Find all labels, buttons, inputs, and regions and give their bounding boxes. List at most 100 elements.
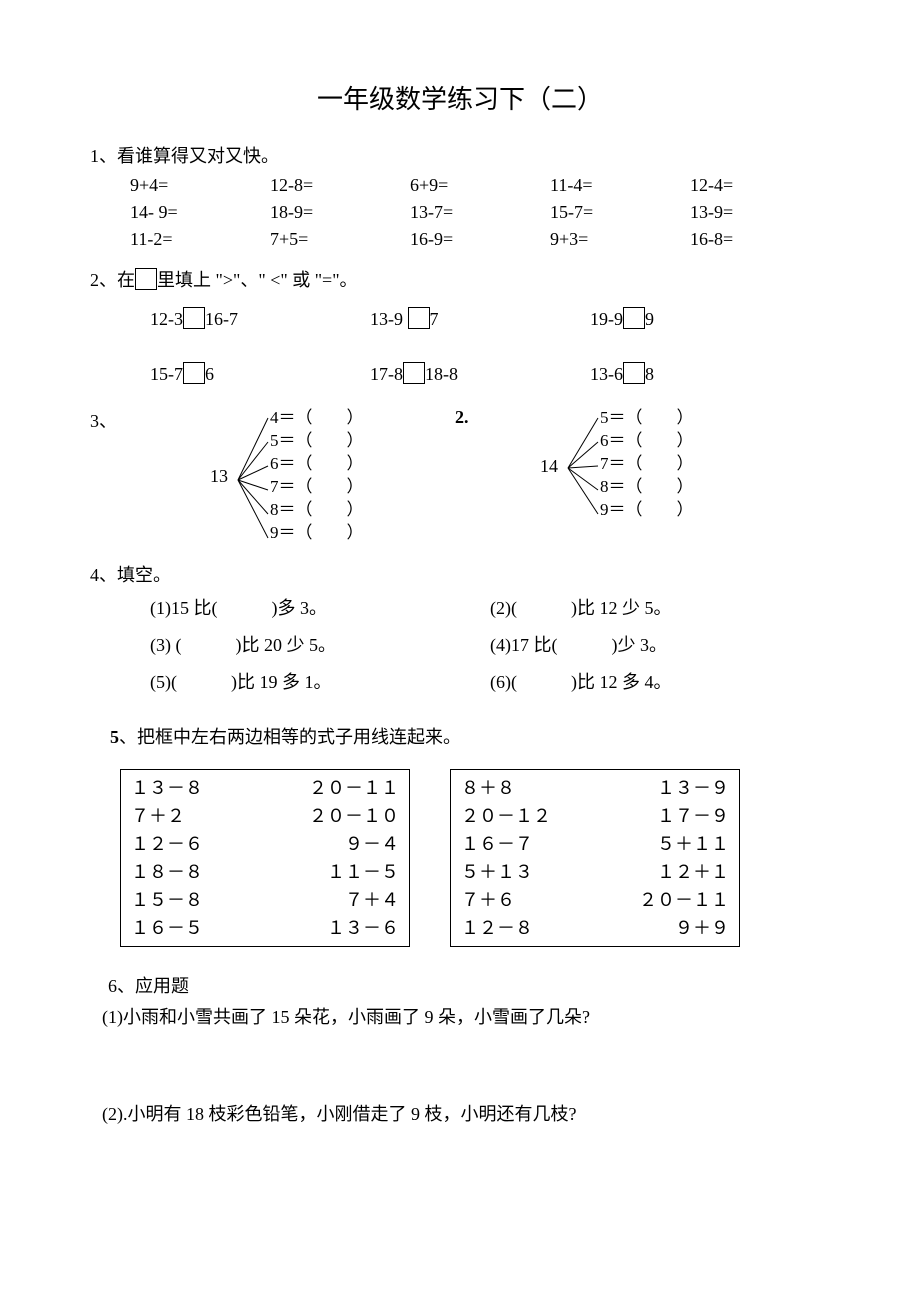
q5-row: ７＋２ ２０－１０ bbox=[131, 802, 399, 830]
q2-left: 19-9 bbox=[590, 309, 623, 329]
q2-row-0: 12-316-7 13-9 7 19-99 bbox=[150, 306, 830, 333]
q1-cell: 16-8= bbox=[690, 226, 830, 253]
q1-cell: 14- 9= bbox=[130, 199, 270, 226]
fan-row: 8＝（ ） bbox=[600, 475, 694, 498]
blank-box-icon bbox=[403, 362, 425, 384]
q5-l: １３－８ bbox=[131, 774, 203, 802]
q3-left-rows: 4＝（ ） 5＝（ ） 6＝（ ） 7＝（ ） 8＝（ ） 9＝（ ） bbox=[270, 406, 364, 544]
q2-item: 19-9 9 bbox=[590, 306, 810, 333]
q4-item: (3) ( )比 20 少 5。 bbox=[150, 632, 490, 659]
q5-row: ２０－１２１７－９ bbox=[461, 802, 729, 830]
q5-row: ８＋８１３－９ bbox=[461, 774, 729, 802]
q5-r: ９＋９ bbox=[675, 914, 729, 942]
q4-item: (4)17 比( )少 3。 bbox=[490, 632, 830, 659]
q5-row: ５＋１３ １２＋１ bbox=[461, 858, 729, 886]
q4-grid: (1)15 比( )多 3。 (2)( )比 12 少 5。 (3) ( )比 … bbox=[150, 595, 830, 696]
q1-label: 1、看谁算得又对又快。 bbox=[90, 143, 830, 170]
q4-container: 4、填空。 (1)15 比( )多 3。 (2)( )比 12 少 5。 (3)… bbox=[90, 562, 830, 696]
q5-r: ７＋４ bbox=[345, 886, 399, 914]
q2-left: 15-7 bbox=[150, 364, 183, 384]
q5-row: １５－８ ７＋４ bbox=[131, 886, 399, 914]
q5-r: １３－６ bbox=[327, 914, 399, 942]
q5-l: ５＋１３ bbox=[461, 858, 533, 886]
q6-container: 6、应用题 (1)小雨和小雪共画了 15 朵花，小雨画了 9 朵，小雪画了几朵?… bbox=[108, 973, 830, 1128]
q5-boxes: １３－８ ２０－１１ ７＋２ ２０－１０ １２－６ ９－４ １８－８１１－５ １５－８… bbox=[120, 769, 830, 947]
fan-row: 7＝（ ） bbox=[270, 475, 364, 498]
q6-problem-1: (1)小雨和小雪共画了 15 朵花，小雨画了 9 朵，小雪画了几朵? bbox=[102, 1004, 830, 1031]
q5-r: １７－９ bbox=[657, 802, 729, 830]
q5-box-2: ８＋８１３－９ ２０－１２１７－９ １６－７５＋１１ ５＋１３ １２＋１ ７＋６ ２… bbox=[450, 769, 740, 947]
q2-right: 9 bbox=[645, 309, 654, 329]
q4-item: (1)15 比( )多 3。 bbox=[150, 595, 490, 622]
q5-r: ９－４ bbox=[345, 830, 399, 858]
q1-cell: 6+9= bbox=[410, 172, 550, 199]
q1-cell: 18-9= bbox=[270, 199, 410, 226]
q5-l: １５－８ bbox=[131, 886, 203, 914]
q2-label-post: 里填上 ">"、" <" 或 "="。 bbox=[157, 270, 358, 290]
q5-r: １２＋１ bbox=[657, 858, 729, 886]
q1-cell: 12-4= bbox=[690, 172, 830, 199]
q1-cell: 13-9= bbox=[690, 199, 830, 226]
q5-l: １２－６ bbox=[131, 830, 203, 858]
blank-box-icon bbox=[623, 362, 645, 384]
q4-item: (6)( )比 12 多 4。 bbox=[490, 669, 830, 696]
q1-row-1: 14- 9= 18-9= 13-7= 15-7= 13-9= bbox=[130, 199, 830, 226]
q5-r: ２０－１１ bbox=[309, 774, 399, 802]
q5-l: １２－８ bbox=[461, 914, 533, 942]
q2-item: 15-76 bbox=[150, 361, 370, 388]
q3-left-root: 13 bbox=[210, 463, 228, 490]
q1-cell: 15-7= bbox=[550, 199, 690, 226]
q2-item: 17-8 18-8 bbox=[370, 361, 590, 388]
fan-row: 9＝（ ） bbox=[270, 521, 364, 544]
q2-right: 7 bbox=[430, 309, 439, 329]
q5-l: ７＋６ bbox=[461, 886, 515, 914]
q4-item: (2)( )比 12 少 5。 bbox=[490, 595, 830, 622]
q2-label-pre: 2、在 bbox=[90, 270, 135, 290]
fan-row: 6＝（ ） bbox=[600, 429, 694, 452]
q3-right-rows: 5＝（ ） 6＝（ ） 7＝（ ） 8＝（ ） 9＝（ ） bbox=[600, 406, 694, 521]
q1-row-0: 9+4= 12-8= 6+9= 11-4= 12-4= bbox=[130, 172, 830, 199]
fan-lines-icon bbox=[234, 410, 270, 550]
blank-box-icon bbox=[408, 307, 430, 329]
q5-row: ７＋６ ２０－１１ bbox=[461, 886, 729, 914]
q5-row: １２－８ ９＋９ bbox=[461, 914, 729, 942]
q5-row: １３－８ ２０－１１ bbox=[131, 774, 399, 802]
q5-row: １６－５ １３－６ bbox=[131, 914, 399, 942]
q2-left: 13-9 bbox=[370, 309, 408, 329]
q3-right-root: 14 bbox=[540, 453, 558, 480]
q4-item: (5)( )比 19 多 1。 bbox=[150, 669, 490, 696]
fan-row: 9＝（ ） bbox=[600, 498, 694, 521]
q5-l: １６－５ bbox=[131, 914, 203, 942]
q3-right-label: 2. bbox=[455, 404, 469, 431]
q5-l: ７＋２ bbox=[131, 802, 185, 830]
blank-box-icon bbox=[183, 362, 205, 384]
q5-r: ２０－１１ bbox=[639, 886, 729, 914]
fan-lines-icon bbox=[564, 410, 600, 530]
q5-box-1: １３－８ ２０－１１ ７＋２ ２０－１０ １２－６ ９－４ １８－８１１－５ １５－８… bbox=[120, 769, 410, 947]
page-title: 一年级数学练习下（二） bbox=[90, 80, 830, 119]
q5-row: １６－７５＋１１ bbox=[461, 830, 729, 858]
q2-left: 13-6 bbox=[590, 364, 623, 384]
fan-row: 5＝（ ） bbox=[270, 429, 364, 452]
q2-row-1: 15-76 17-818-8 13-68 bbox=[150, 361, 830, 388]
blank-box-icon bbox=[623, 307, 645, 329]
q2-left: 17-8 bbox=[370, 364, 403, 384]
fan-row: 5＝（ ） bbox=[600, 406, 694, 429]
q4-label: 4、填空。 bbox=[90, 562, 830, 589]
fan-row: 8＝（ ） bbox=[270, 498, 364, 521]
q1-cell: 13-7= bbox=[410, 199, 550, 226]
fan-row: 7＝（ ） bbox=[600, 452, 694, 475]
q3-right-fan: 2. 14 5＝（ ） 6＝（ ） 7＝（ ） 8＝（ ） 9＝（ ） bbox=[540, 408, 770, 558]
q1-cell: 12-8= bbox=[270, 172, 410, 199]
q5-row: １８－８１１－５ bbox=[131, 858, 399, 886]
q3-left-fan: 3、 13 4＝（ ） 5＝（ ） 6＝（ ） 7＝（ ） 8＝（ ） 9＝（ … bbox=[210, 408, 440, 558]
q3-label: 3、 bbox=[90, 408, 117, 435]
q1-cell: 9+3= bbox=[550, 226, 690, 253]
q5-r: ２０－１０ bbox=[309, 802, 399, 830]
q2-item: 13-9 7 bbox=[370, 306, 590, 333]
q2-label: 2、在 里填上 ">"、" <" 或 "="。 bbox=[90, 267, 830, 294]
q6-problem-2: (2).小明有 18 枝彩色铅笔，小刚借走了 9 枝，小明还有几枝? bbox=[102, 1101, 830, 1128]
q2-right: 18-8 bbox=[425, 364, 458, 384]
q1-cell: 16-9= bbox=[410, 226, 550, 253]
q1-cell: 9+4= bbox=[130, 172, 270, 199]
